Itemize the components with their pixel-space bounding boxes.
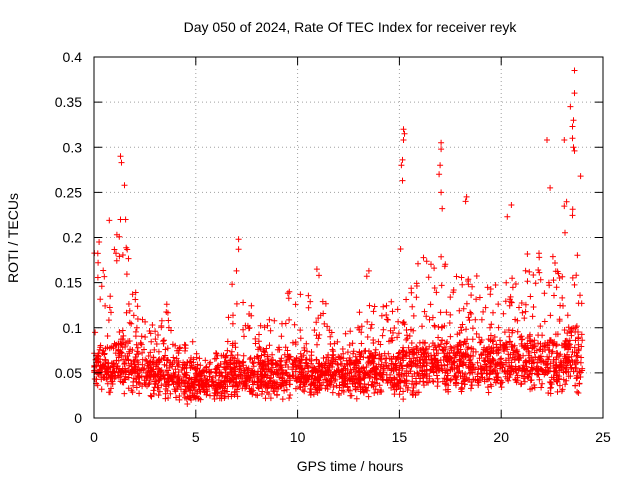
y-tick-label: 0.4: [63, 49, 83, 65]
roti-plus-markers: [91, 67, 586, 407]
x-tick-label: 0: [90, 429, 98, 445]
x-tick-label: 25: [595, 429, 611, 445]
y-axis-title: ROTI / TECUs: [5, 193, 21, 283]
y-tick-label: 0.15: [55, 275, 82, 291]
chart-title: Day 050 of 2024, Rate Of TEC Index for r…: [184, 19, 518, 35]
y-tick-label: 0.25: [55, 184, 82, 200]
y-tick-labels: 0 0.05 0.1 0.15 0.2 0.25 0.3 0.35 0.4: [55, 49, 82, 426]
axis-ticks: [93, 56, 604, 419]
y-tick-label: 0: [74, 410, 82, 426]
y-tick-label: 0.2: [63, 230, 83, 246]
x-tick-label: 15: [392, 429, 408, 445]
x-tick-label: 5: [192, 429, 200, 445]
y-tick-label: 0.3: [63, 139, 83, 155]
y-tick-label: 0.1: [63, 320, 83, 336]
x-tick-labels: 0 5 10 15 20 25: [90, 429, 611, 445]
y-tick-label: 0.05: [55, 365, 82, 381]
x-tick-label: 20: [493, 429, 509, 445]
data-points: [91, 67, 586, 407]
y-tick-label: 0.35: [55, 94, 82, 110]
x-tick-label: 10: [290, 429, 306, 445]
x-axis-title: GPS time / hours: [297, 458, 404, 474]
